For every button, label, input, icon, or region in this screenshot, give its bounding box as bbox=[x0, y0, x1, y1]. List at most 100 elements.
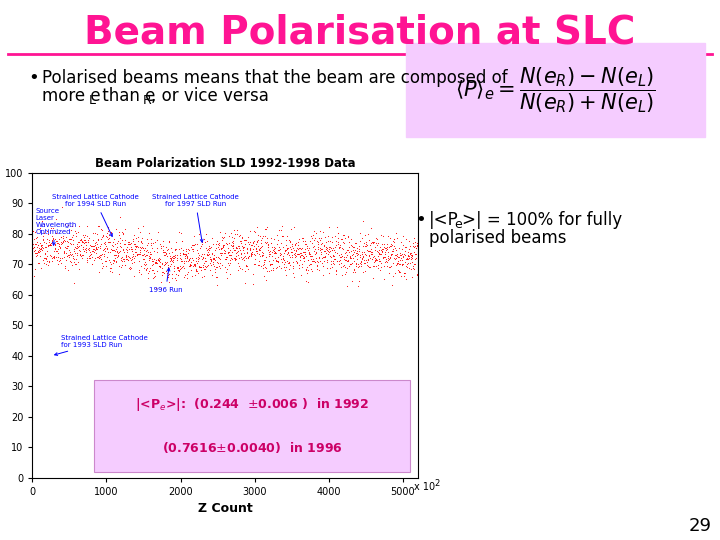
Point bbox=[319, 256, 330, 265]
Point bbox=[148, 273, 159, 281]
Point bbox=[400, 251, 411, 259]
Point bbox=[331, 256, 343, 265]
Point bbox=[302, 266, 314, 274]
Point bbox=[288, 245, 300, 254]
Point bbox=[83, 254, 94, 263]
Point bbox=[162, 263, 174, 272]
Text: than e: than e bbox=[97, 87, 156, 105]
Point bbox=[352, 260, 364, 268]
Point bbox=[354, 276, 365, 285]
Point bbox=[129, 248, 140, 256]
Point bbox=[27, 424, 38, 433]
Point bbox=[79, 244, 91, 253]
Point bbox=[140, 260, 151, 268]
FancyBboxPatch shape bbox=[406, 43, 705, 137]
Point bbox=[323, 248, 334, 256]
Point bbox=[207, 260, 218, 268]
Point bbox=[168, 254, 180, 262]
Point bbox=[258, 259, 270, 268]
Point bbox=[244, 244, 256, 252]
Point bbox=[109, 256, 121, 265]
Point bbox=[158, 250, 170, 259]
Point bbox=[89, 248, 100, 256]
Point bbox=[333, 251, 345, 259]
Point bbox=[110, 258, 122, 267]
Point bbox=[27, 277, 38, 286]
Point bbox=[109, 251, 121, 260]
Text: Strained Lattice Cathode
for 1997 SLD Run: Strained Lattice Cathode for 1997 SLD Ru… bbox=[152, 194, 239, 242]
Point bbox=[90, 242, 102, 251]
Point bbox=[53, 241, 65, 250]
Point bbox=[253, 256, 265, 265]
Point bbox=[343, 252, 355, 260]
Point bbox=[140, 258, 151, 267]
Point bbox=[365, 245, 377, 254]
Point bbox=[167, 254, 179, 262]
Point bbox=[29, 265, 40, 273]
Point bbox=[346, 235, 357, 244]
Point bbox=[141, 246, 153, 254]
Point bbox=[114, 247, 126, 255]
Point bbox=[27, 323, 38, 332]
Point bbox=[334, 243, 346, 252]
Point bbox=[170, 245, 181, 254]
Point bbox=[393, 259, 405, 268]
Point bbox=[364, 236, 375, 245]
Point bbox=[135, 248, 146, 257]
Point bbox=[86, 247, 98, 255]
Point bbox=[148, 266, 159, 275]
Point bbox=[181, 257, 192, 266]
Point bbox=[66, 221, 78, 230]
Point bbox=[74, 247, 86, 255]
Point bbox=[246, 248, 258, 256]
Point bbox=[294, 249, 306, 258]
Point bbox=[50, 244, 61, 252]
Point bbox=[33, 244, 45, 252]
Point bbox=[351, 246, 363, 255]
Point bbox=[211, 262, 222, 271]
Point bbox=[47, 233, 58, 242]
Point bbox=[166, 260, 177, 268]
Point bbox=[248, 242, 260, 251]
Point bbox=[405, 253, 417, 261]
Point bbox=[371, 255, 382, 264]
Point bbox=[312, 261, 323, 270]
Point bbox=[246, 241, 257, 249]
Point bbox=[211, 240, 222, 249]
Point bbox=[373, 249, 384, 258]
Point bbox=[259, 231, 271, 240]
Point bbox=[168, 264, 179, 273]
Point bbox=[114, 242, 125, 251]
Point bbox=[28, 242, 40, 251]
Point bbox=[32, 241, 44, 249]
Point bbox=[80, 246, 91, 254]
Point bbox=[94, 251, 105, 259]
Point bbox=[264, 267, 275, 275]
Point bbox=[215, 250, 227, 259]
Point bbox=[317, 259, 328, 268]
Point bbox=[293, 235, 305, 244]
Point bbox=[336, 252, 348, 260]
Point bbox=[321, 246, 333, 254]
Point bbox=[358, 259, 369, 268]
Point bbox=[155, 258, 166, 267]
Point bbox=[410, 244, 422, 252]
Point bbox=[256, 247, 268, 256]
Point bbox=[30, 249, 42, 258]
Point bbox=[402, 251, 414, 259]
Point bbox=[314, 253, 325, 261]
Point bbox=[86, 260, 98, 268]
Point bbox=[212, 272, 223, 281]
Point bbox=[276, 255, 288, 264]
Point bbox=[127, 249, 138, 258]
Point bbox=[123, 238, 135, 246]
Point bbox=[64, 257, 76, 266]
Point bbox=[233, 259, 244, 268]
Point bbox=[280, 271, 292, 279]
Point bbox=[144, 250, 156, 259]
Point bbox=[336, 252, 348, 260]
Point bbox=[375, 246, 387, 255]
Point bbox=[41, 227, 53, 235]
Point bbox=[292, 245, 304, 253]
Point bbox=[384, 263, 395, 272]
